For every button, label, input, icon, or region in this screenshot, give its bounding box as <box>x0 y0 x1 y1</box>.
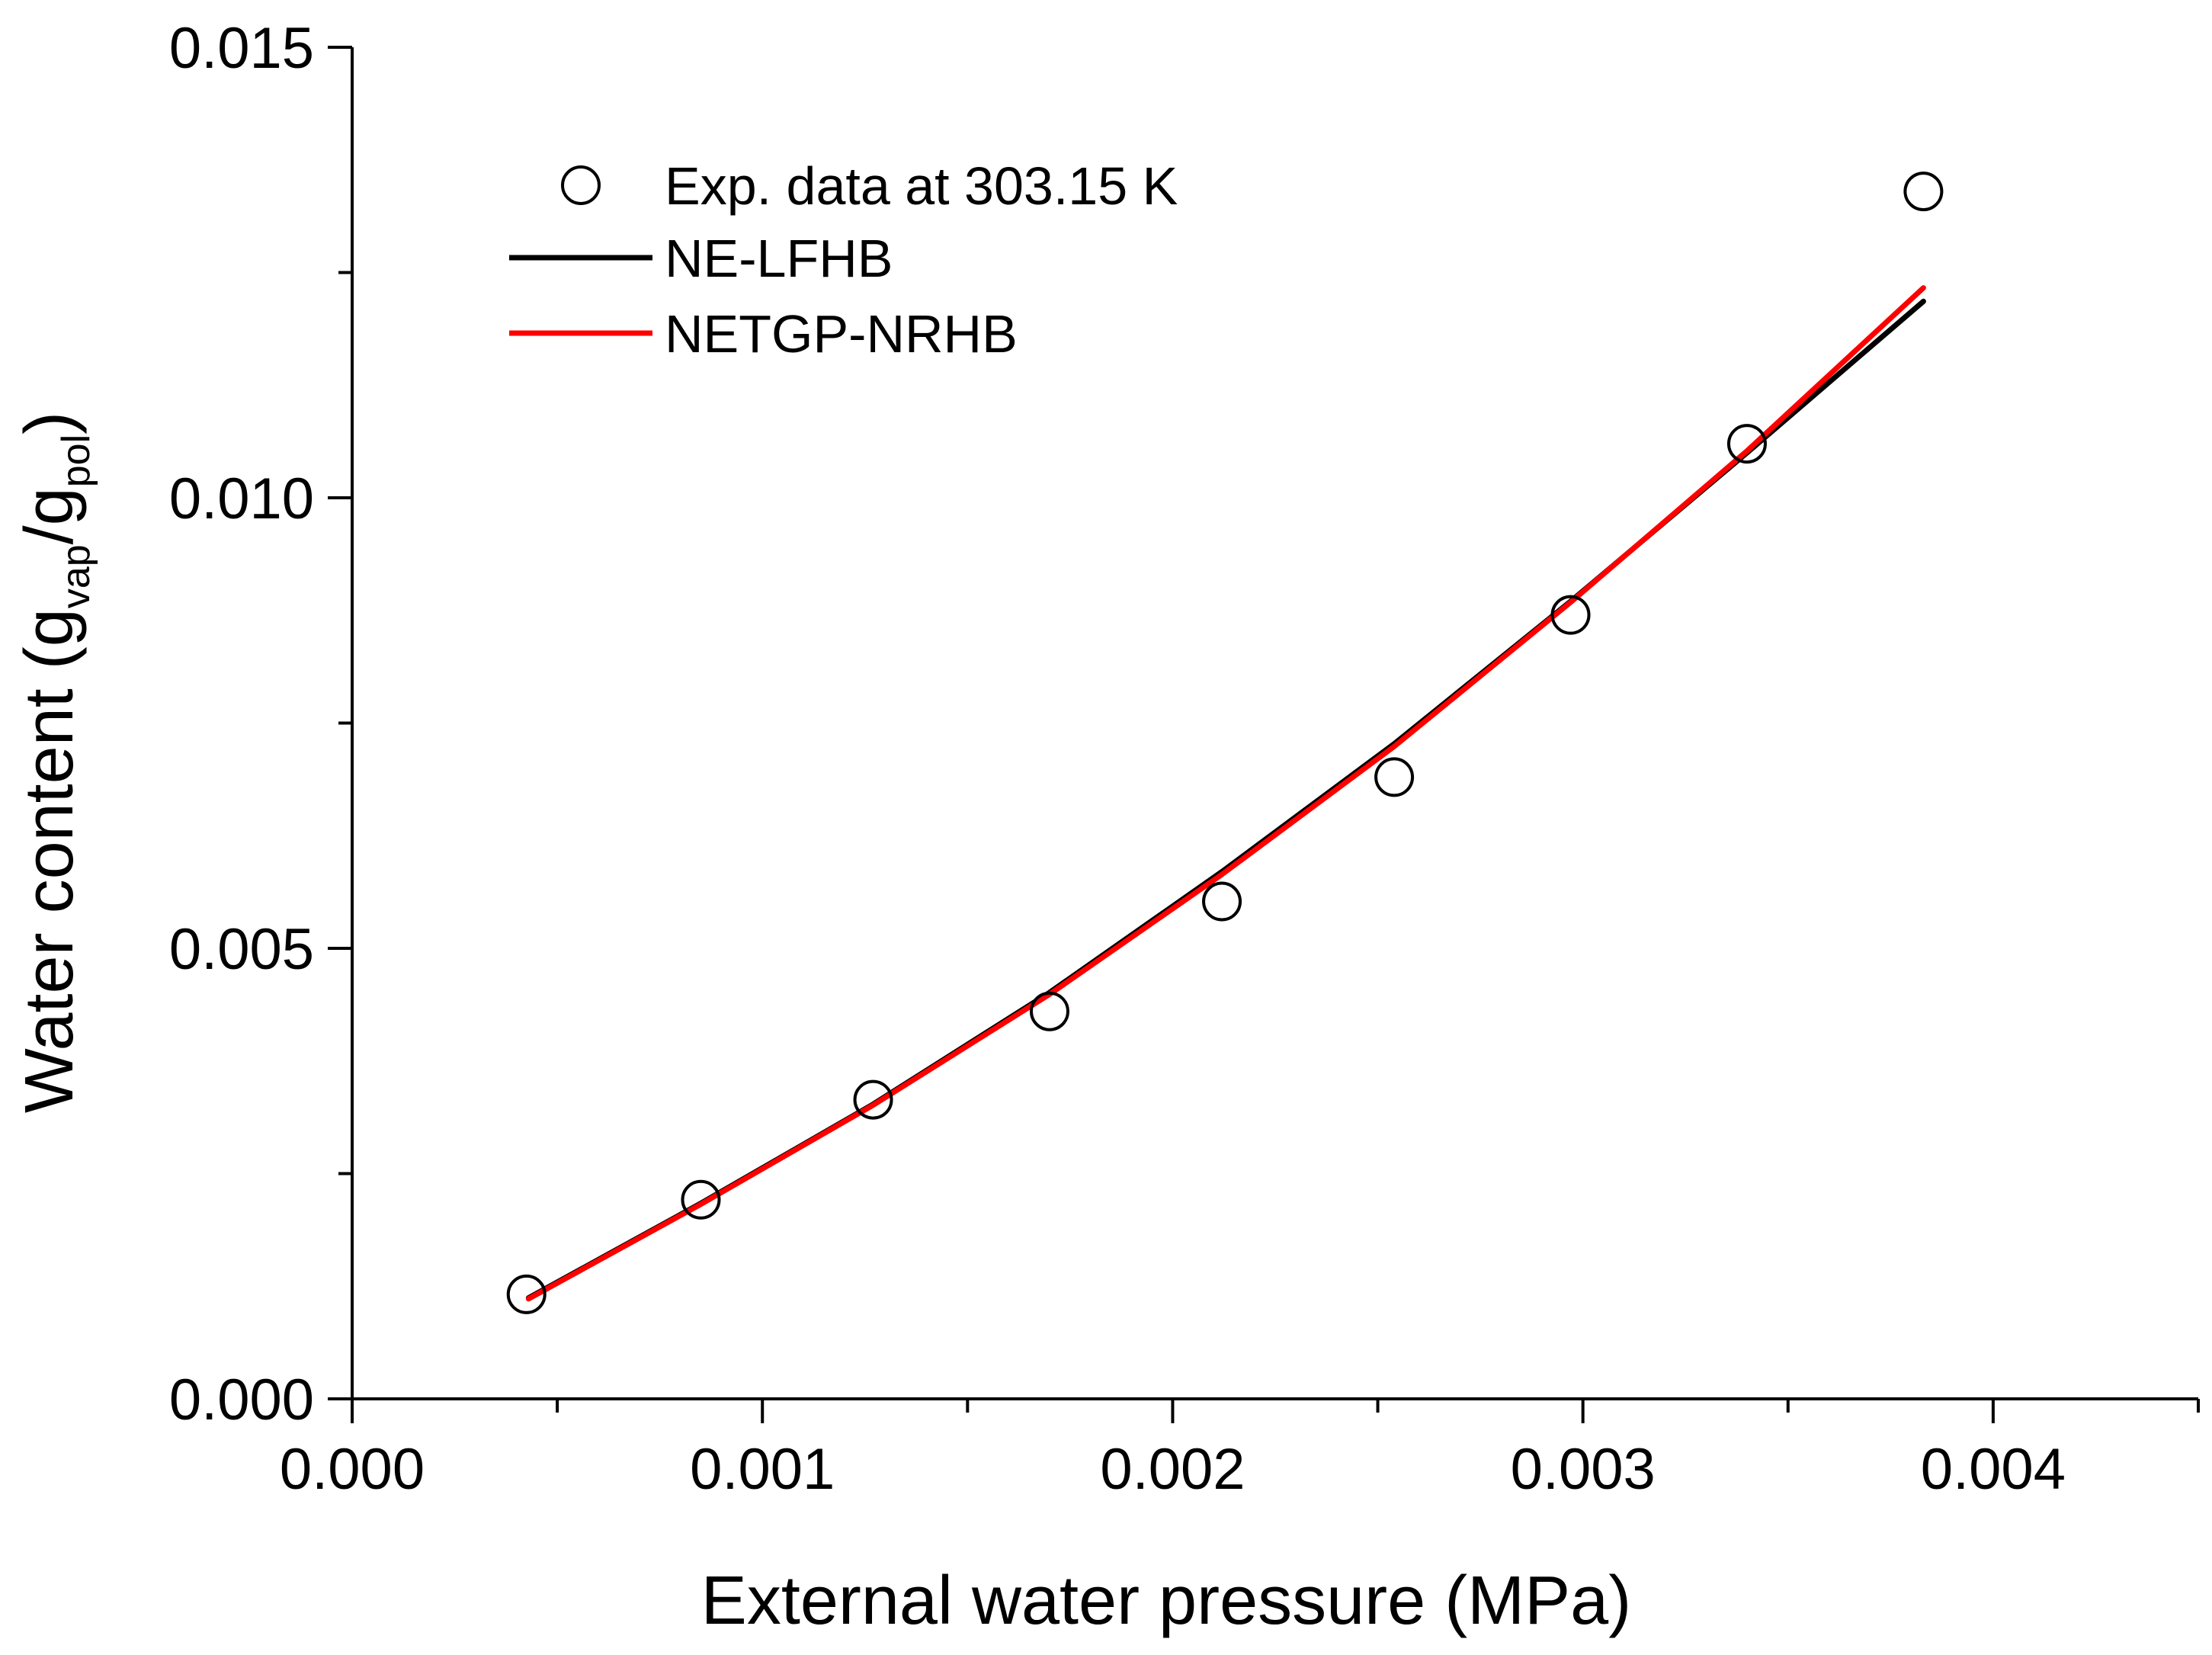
x-ticks: 0.000 0.001 0.002 0.003 0.004 <box>280 1399 2200 1502</box>
data-point <box>681 1179 721 1220</box>
data-point <box>506 1274 547 1314</box>
data-point <box>1726 424 1767 464</box>
x-tick-label: 0.000 <box>280 1437 425 1502</box>
y-tick-label: 0.000 <box>169 1368 314 1432</box>
x-tick-label: 0.002 <box>1100 1437 1245 1502</box>
legend-marker-exp <box>561 165 601 205</box>
data-point <box>853 1079 893 1120</box>
x-tick-label: 0.001 <box>690 1437 835 1502</box>
axes: 0.000 0.001 0.002 0.003 0.004 0.000 0.005 0.01… <box>169 16 2200 1502</box>
y-axis-title-sub-vap: vap <box>54 544 98 608</box>
y-tick-label: 0.010 <box>169 467 314 531</box>
x-tick-label: 0.004 <box>1921 1437 2066 1502</box>
plot-lines <box>525 285 1926 1302</box>
y-axis-title: Water content (gvap/gpol) <box>11 412 98 1113</box>
legend: Exp. data at 303.15 K NE-LFHB NETGP-NRHB <box>509 156 1178 364</box>
y-axis-title-mid: /g <box>11 487 88 544</box>
legend-label-exp: Exp. data at 303.15 K <box>665 156 1178 216</box>
legend-label-netgp-nrhb: NETGP-NRHB <box>665 304 1018 364</box>
y-ticks: 0.000 0.005 0.010 0.015 <box>169 16 352 1432</box>
y-tick-label: 0.015 <box>169 16 314 81</box>
x-tick-label: 0.003 <box>1511 1437 1656 1502</box>
data-point <box>1029 991 1069 1031</box>
y-axis-title-suffix: ) <box>11 412 88 435</box>
data-point <box>1550 595 1591 635</box>
data-point <box>1202 881 1242 922</box>
x-axis-title: External water pressure (MPa) <box>701 1563 1631 1639</box>
series-line-netgp-nrhb <box>525 285 1926 1302</box>
plot-markers <box>506 172 1944 1314</box>
data-point <box>1903 172 1944 212</box>
y-tick-label: 0.005 <box>169 917 314 982</box>
series-line-ne-lfhb <box>525 298 1926 1301</box>
legend-label-ne-lfhb: NE-LFHB <box>665 229 893 288</box>
y-axis-title-sub-pol: pol <box>54 435 98 487</box>
data-point <box>1374 757 1415 797</box>
y-axis-title-prefix: Water content (g <box>11 608 88 1113</box>
